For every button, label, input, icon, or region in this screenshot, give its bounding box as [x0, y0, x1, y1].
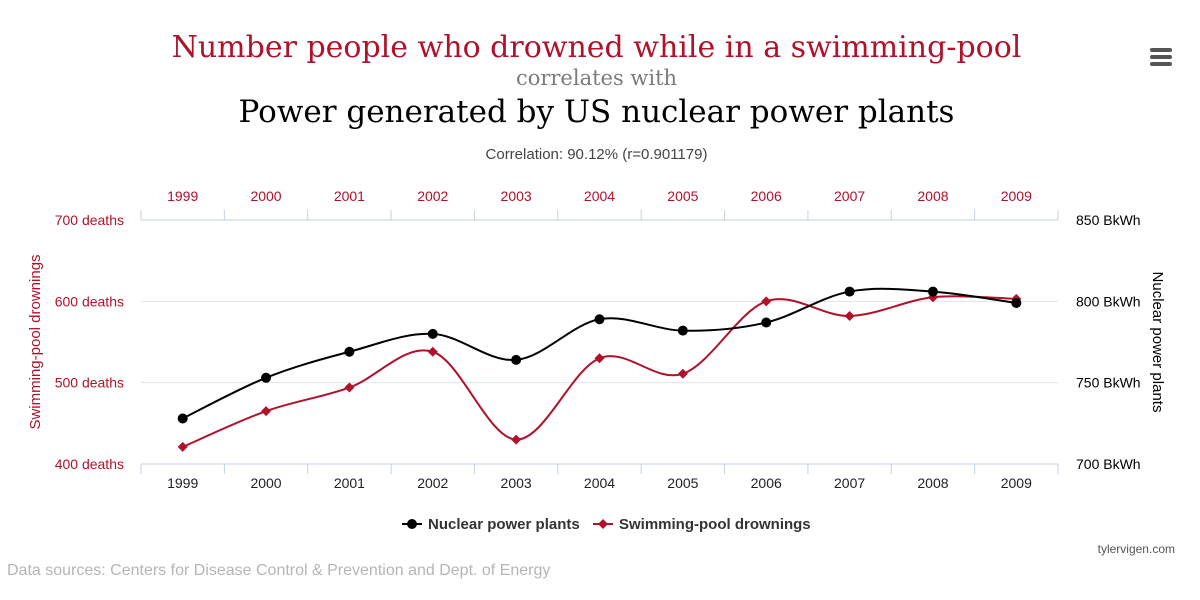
x-tick-label: 2008	[917, 475, 948, 491]
y-left-tick-label: 500 deaths	[55, 375, 124, 391]
data-point-nuclear	[594, 314, 605, 325]
x-tick-label: 2001	[334, 475, 365, 491]
y-right-tick-label: 850 BkWh	[1076, 212, 1141, 228]
data-sources-text: Data sources: Centers for Disease Contro…	[7, 562, 551, 579]
legend-item-nuclear: Nuclear power plants	[428, 516, 580, 533]
x-tick-label-top: 2002	[417, 188, 448, 204]
data-point-nuclear	[261, 372, 272, 383]
x-tick-label: 2004	[584, 475, 615, 491]
x-tick-label-top: 2000	[250, 188, 281, 204]
series-line-drownings	[182, 295, 1017, 448]
x-tick-label: 2003	[501, 475, 532, 491]
x-tick-label: 2005	[667, 475, 698, 491]
x-tick-label-top: 1999	[167, 188, 198, 204]
data-point-drownings	[677, 368, 688, 379]
data-point-nuclear	[427, 328, 438, 339]
data-point-drownings	[511, 434, 522, 445]
data-point-nuclear	[1011, 297, 1022, 308]
x-tick-label-top: 2007	[834, 188, 865, 204]
data-point-drownings	[594, 353, 605, 364]
data-point-drownings	[177, 441, 188, 452]
y-left-tick-label: 700 deaths	[55, 212, 124, 228]
x-tick-label-top: 2005	[667, 188, 698, 204]
data-point-drownings	[344, 382, 355, 393]
y-left-axis-title: Swimming-pool drownings	[27, 254, 44, 429]
legend-marker-nuclear	[407, 519, 417, 529]
x-tick-label: 1999	[167, 475, 198, 491]
correlation-text: Correlation: 90.12% (r=0.901179)	[485, 146, 708, 163]
chart-title: Number people who drowned while in a swi…	[171, 30, 1022, 65]
x-tick-label-top: 2008	[917, 188, 948, 204]
x-tick-label-top: 2003	[501, 188, 532, 204]
data-point-nuclear	[761, 317, 772, 328]
x-tick-label-top: 2009	[1001, 188, 1032, 204]
data-point-nuclear	[177, 413, 188, 424]
x-tick-label-top: 2006	[751, 188, 782, 204]
x-tick-label-top: 2004	[584, 188, 615, 204]
data-point-drownings	[844, 310, 855, 321]
data-point-drownings	[427, 346, 438, 357]
x-tick-label: 2002	[417, 475, 448, 491]
y-right-tick-label: 750 BkWh	[1076, 375, 1141, 391]
x-tick-label-top: 2001	[334, 188, 365, 204]
x-tick-label: 2007	[834, 475, 865, 491]
credit-text: tylervigen.com	[1097, 542, 1175, 556]
chart-subtitle: Power generated by US nuclear power plan…	[238, 94, 955, 130]
y-right-axis-title: Nuclear power plants	[1149, 272, 1166, 413]
y-right-tick-label: 800 BkWh	[1076, 293, 1141, 309]
hamburger-menu-icon[interactable]	[1150, 48, 1172, 66]
data-point-drownings	[261, 406, 272, 417]
data-point-nuclear	[677, 325, 688, 336]
legend-marker-drownings	[598, 519, 608, 529]
data-point-nuclear	[927, 286, 938, 297]
y-left-tick-label: 600 deaths	[55, 293, 124, 309]
x-tick-label: 2000	[250, 475, 281, 491]
x-tick-label: 2009	[1001, 475, 1032, 491]
y-left-tick-label: 400 deaths	[55, 456, 124, 472]
data-point-nuclear	[344, 346, 355, 357]
data-point-nuclear	[844, 286, 855, 297]
legend-item-drownings: Swimming-pool drownings	[619, 516, 811, 533]
y-right-tick-label: 700 BkWh	[1076, 456, 1141, 472]
data-point-drownings	[761, 296, 772, 307]
data-point-nuclear	[511, 354, 522, 365]
chart-title-connector: correlates with	[515, 66, 678, 90]
x-tick-label: 2006	[751, 475, 782, 491]
